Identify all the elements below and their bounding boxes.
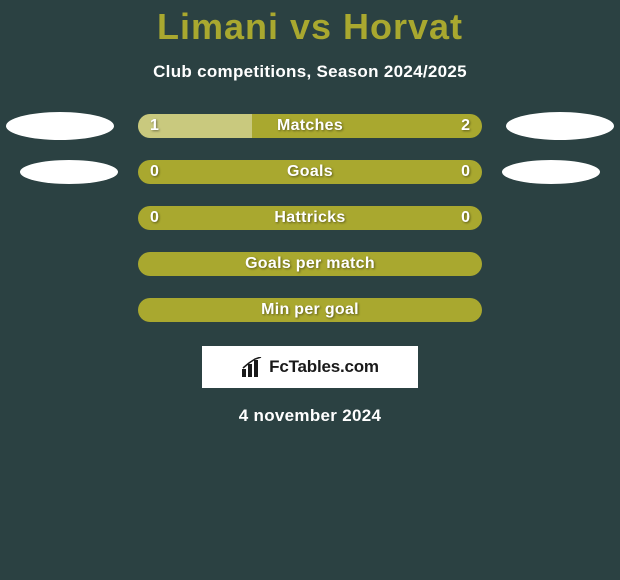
stat-value-left: 1 bbox=[150, 117, 159, 135]
stat-row-goals: 0 Goals 0 bbox=[0, 160, 620, 184]
player-right-avatar-placeholder bbox=[506, 112, 614, 140]
stat-value-right: 2 bbox=[461, 117, 470, 135]
stat-bar: 1 Matches 2 bbox=[138, 114, 482, 138]
player-left-avatar-placeholder bbox=[6, 112, 114, 140]
stat-bar: Min per goal bbox=[138, 298, 482, 322]
stat-row-hattricks: 0 Hattricks 0 bbox=[0, 206, 620, 230]
club-right-logo-placeholder bbox=[502, 160, 600, 184]
comparison-card: Limani vs Horvat Club competitions, Seas… bbox=[0, 0, 620, 426]
stat-value-left: 0 bbox=[150, 209, 159, 227]
stat-label: Goals bbox=[287, 163, 333, 181]
stat-label: Goals per match bbox=[245, 255, 375, 273]
stat-row-mpg: Min per goal bbox=[0, 298, 620, 322]
stats-area: 1 Matches 2 0 Goals 0 0 Hattricks 0 bbox=[0, 114, 620, 344]
stat-value-right: 0 bbox=[461, 163, 470, 181]
stat-label: Matches bbox=[277, 117, 343, 135]
bars-chart-icon bbox=[241, 357, 265, 377]
stat-label: Hattricks bbox=[274, 209, 345, 227]
stat-bar: 0 Goals 0 bbox=[138, 160, 482, 184]
stat-value-right: 0 bbox=[461, 209, 470, 227]
page-title: Limani vs Horvat bbox=[157, 6, 463, 48]
club-left-logo-placeholder bbox=[20, 160, 118, 184]
stat-bar: 0 Hattricks 0 bbox=[138, 206, 482, 230]
subtitle: Club competitions, Season 2024/2025 bbox=[153, 62, 467, 82]
stat-row-gpm: Goals per match bbox=[0, 252, 620, 276]
stat-label: Min per goal bbox=[261, 301, 359, 319]
brand-box[interactable]: FcTables.com bbox=[202, 346, 418, 388]
stat-bar: Goals per match bbox=[138, 252, 482, 276]
brand-text: FcTables.com bbox=[269, 357, 379, 377]
date-label: 4 november 2024 bbox=[239, 406, 381, 426]
stat-value-left: 0 bbox=[150, 163, 159, 181]
stat-row-matches: 1 Matches 2 bbox=[0, 114, 620, 138]
